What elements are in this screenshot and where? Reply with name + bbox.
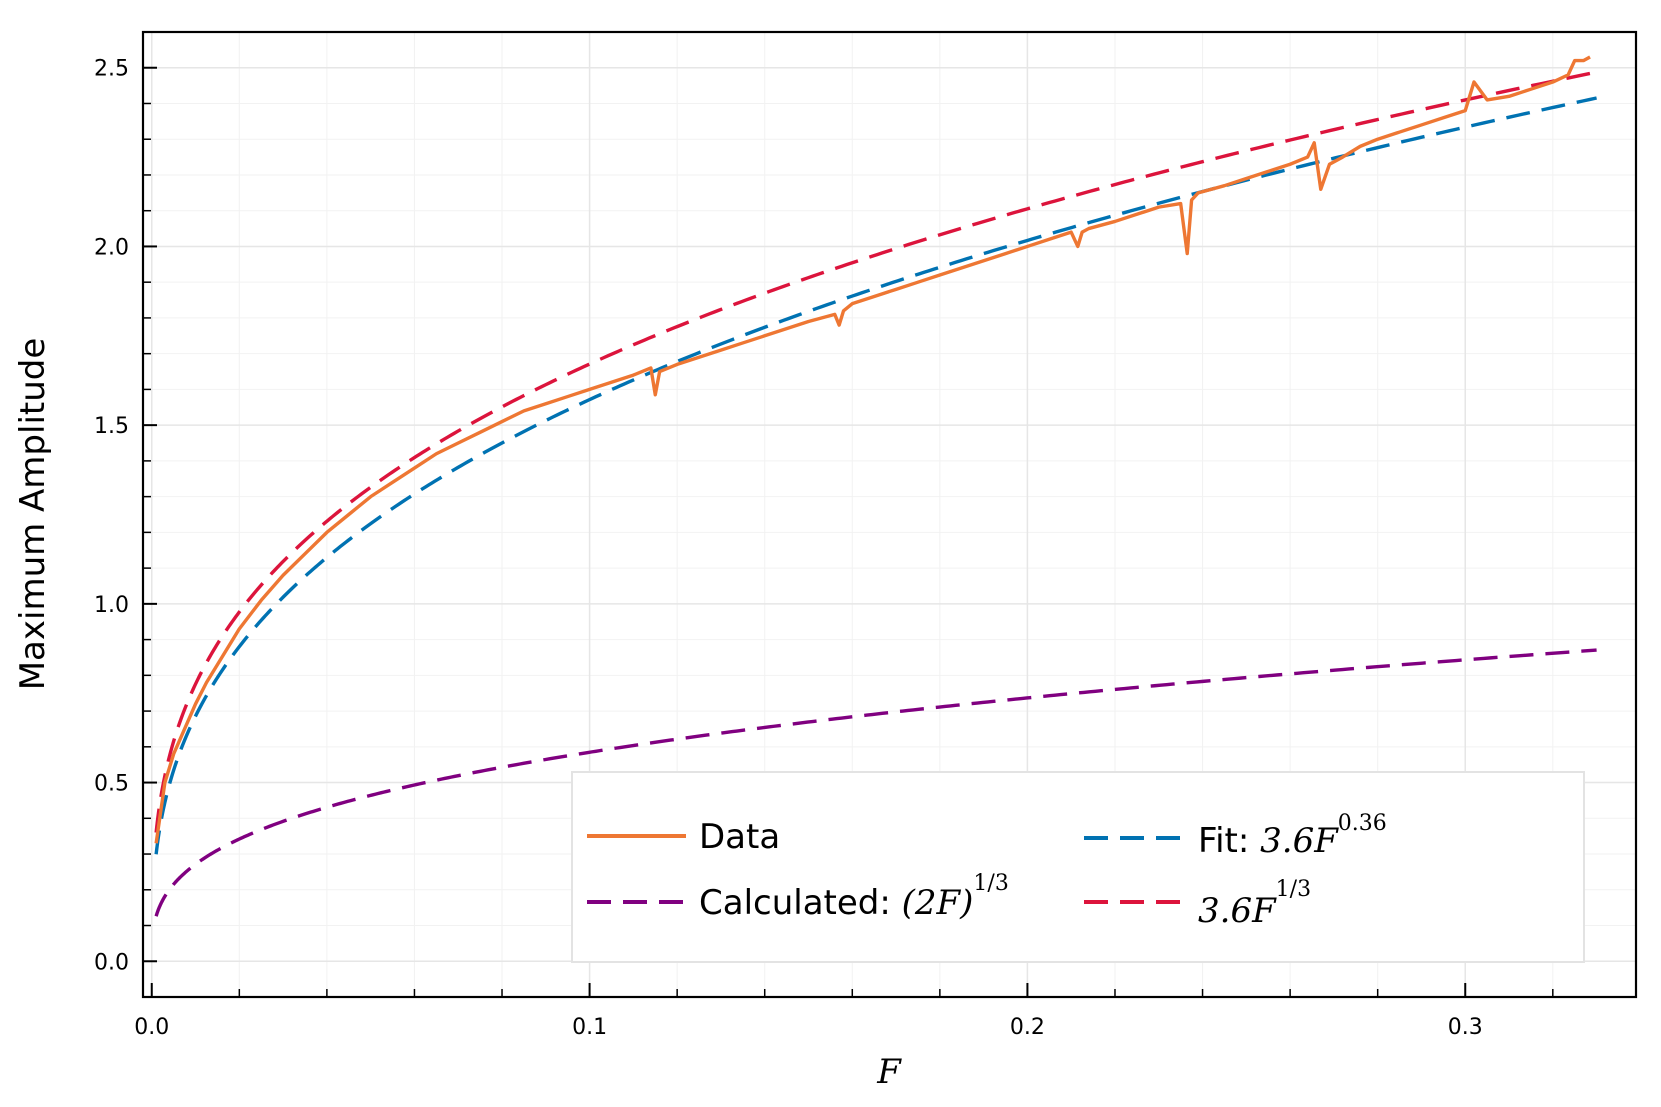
series-line-fit-3-6f-0-36 (154, 96, 1597, 856)
x-tick-label: 0.2 (1010, 1015, 1045, 1040)
y-tick-label: 1.0 (94, 593, 129, 618)
y-tick-label: 2.5 (94, 57, 129, 82)
legend-calc-prefix: Calculated: (699, 883, 902, 923)
legend-label-cbrt: 3.6F1/3 (1198, 877, 1311, 931)
x-axis-title: F (876, 1052, 902, 1092)
ticks-layer (143, 31, 1554, 997)
x-tick-label: 0.0 (134, 1015, 169, 1040)
legend-label-fit: Fit: 3.6F0.36 (1198, 811, 1387, 861)
tick-labels: 0.0 0.1 0.2 0.3 0.0 0.5 1.0 1.5 2.0 2.5 (94, 57, 1483, 1040)
legend-fit-prefix: Fit: (1198, 821, 1260, 861)
series-layer (154, 55, 1597, 918)
x-tick-label: 0.1 (572, 1015, 607, 1040)
legend-label-calculated: Calculated: (2F)1/3 (699, 871, 1009, 923)
y-tick-label: 0.0 (94, 950, 129, 975)
x-tick-label: 0.3 (1448, 1015, 1483, 1040)
y-tick-label: 2.0 (94, 235, 129, 260)
y-tick-label: 1.5 (94, 414, 129, 439)
legend-cbrt-exp: 1/3 (1276, 877, 1311, 902)
legend-calc-exp: 1/3 (973, 871, 1008, 896)
series-line-3-6f-1-3 (154, 70, 1597, 835)
legend-fit-exp: 0.36 (1338, 811, 1387, 836)
y-tick-label: 0.5 (94, 772, 129, 797)
legend: Data Calculated: (2F)1/3 Fit: 3.6F0.36 3… (571, 771, 1585, 963)
legend-label-data: Data (699, 817, 780, 857)
legend-calc-math: (2F) (902, 883, 974, 923)
series-line-calculated-2f-1-3 (154, 648, 1597, 918)
series-line-data (154, 55, 1591, 844)
y-axis-title: Maximum Amplitude (13, 338, 53, 691)
legend-box (571, 771, 1585, 963)
plot-frame (141, 30, 1638, 999)
legend-cbrt-math: 3.6F (1198, 891, 1277, 931)
legend-fit-math: 3.6F (1260, 821, 1339, 861)
